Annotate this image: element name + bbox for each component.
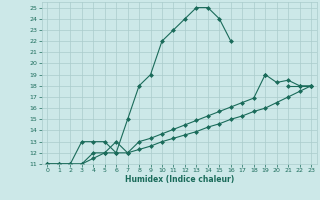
- X-axis label: Humidex (Indice chaleur): Humidex (Indice chaleur): [124, 175, 234, 184]
